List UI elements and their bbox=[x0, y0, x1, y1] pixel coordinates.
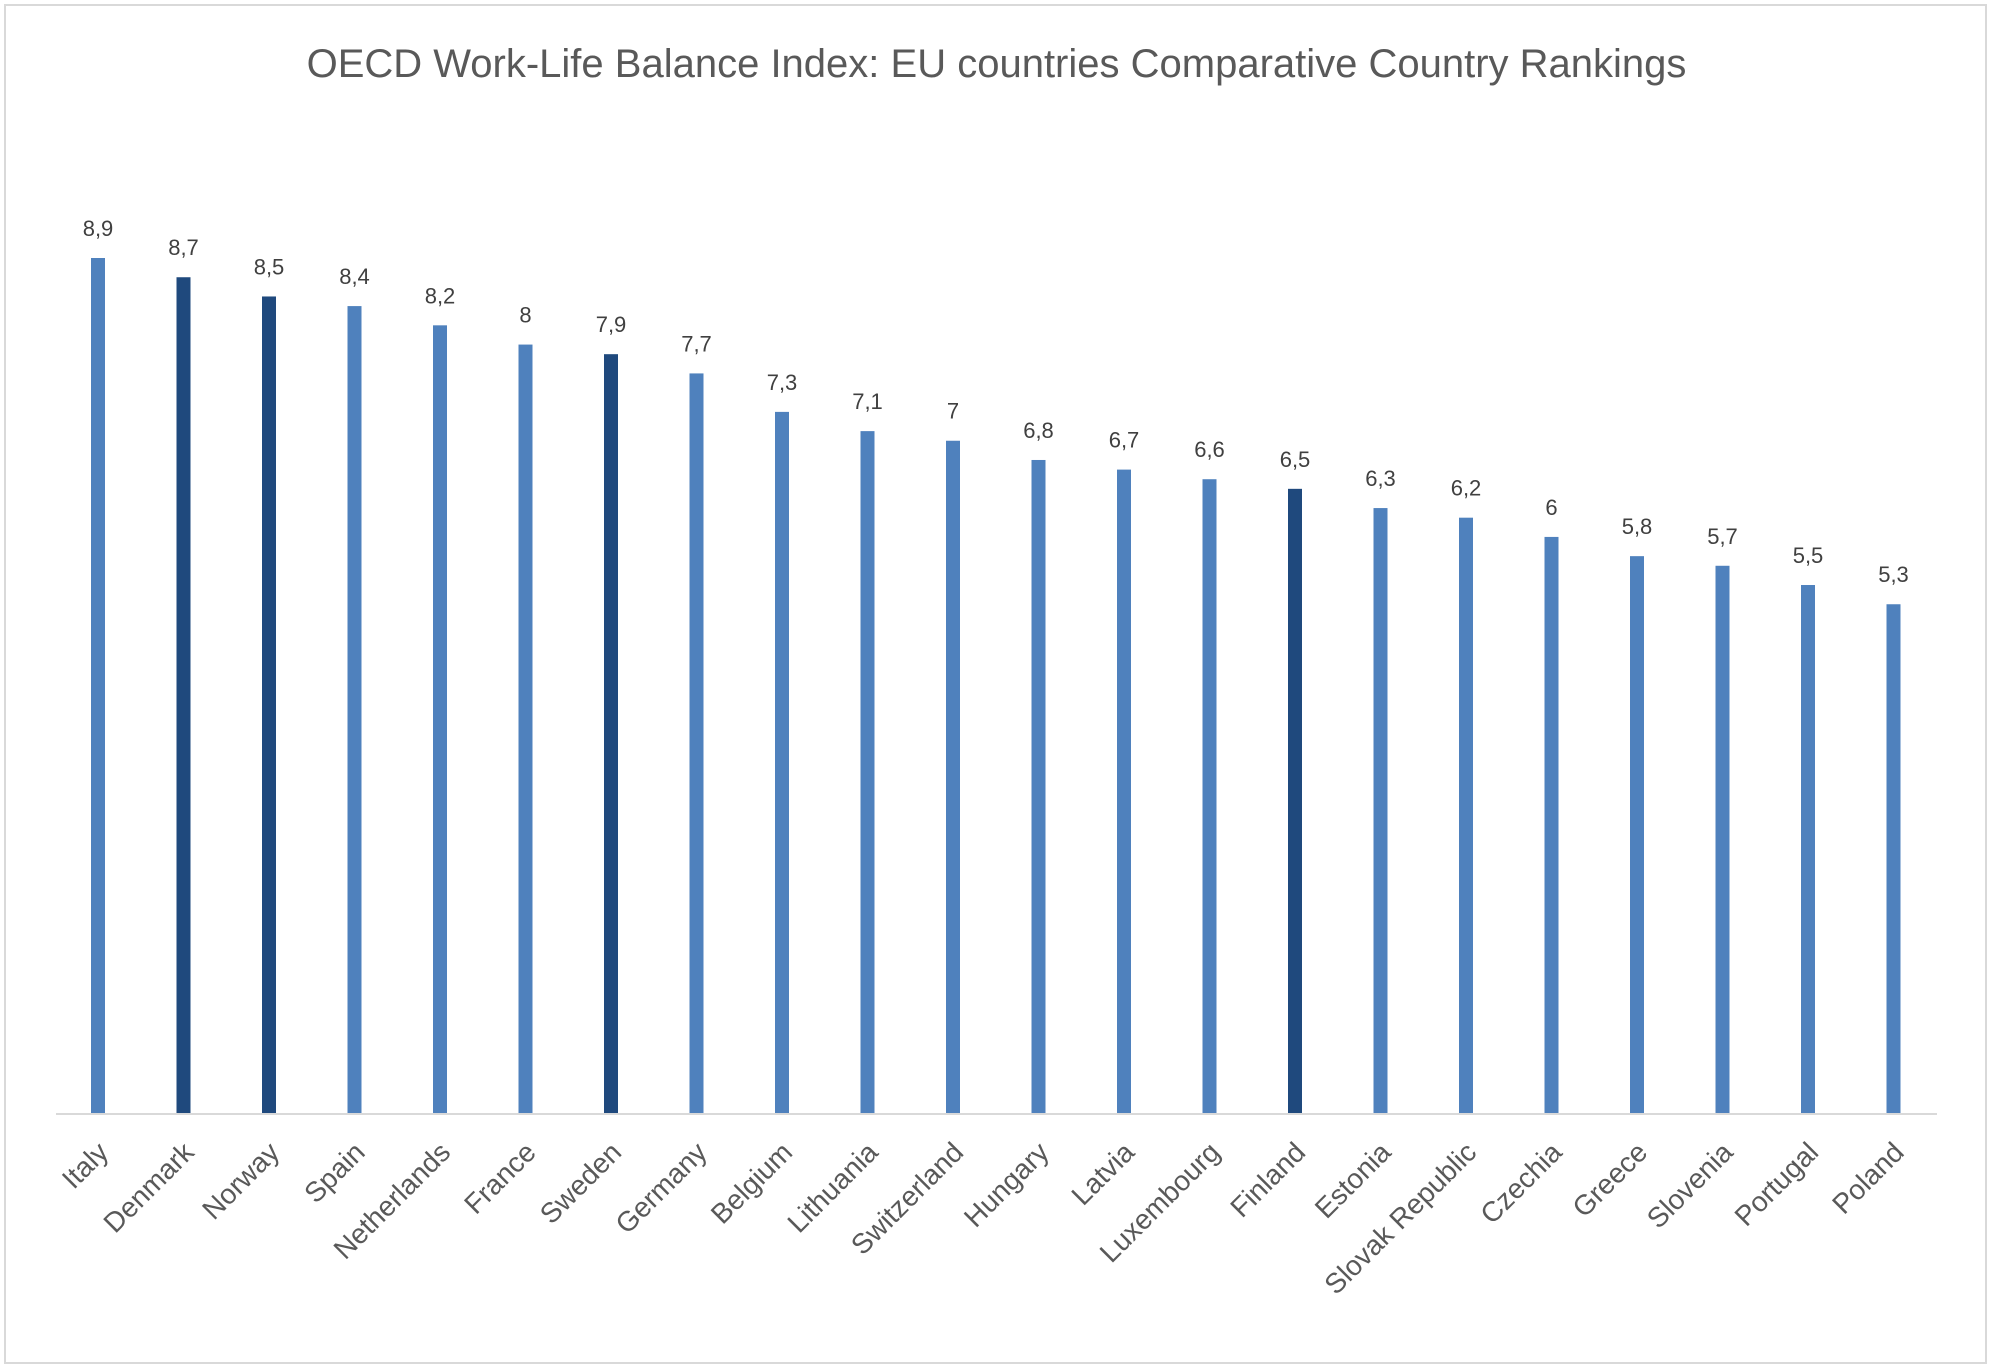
data-label-italy: 8,9 bbox=[83, 216, 114, 241]
bar-estonia bbox=[1373, 508, 1388, 1115]
data-label-sweden: 7,9 bbox=[596, 312, 627, 337]
data-label-portugal: 5,5 bbox=[1793, 543, 1824, 568]
bar-finland bbox=[1288, 488, 1302, 1115]
bar-italy bbox=[91, 258, 105, 1114]
data-label-spain: 8,4 bbox=[339, 264, 370, 289]
category-label-italy: Italy bbox=[56, 1136, 114, 1194]
data-label-norway: 8,5 bbox=[254, 254, 285, 279]
bar-slovenia bbox=[1715, 565, 1730, 1114]
bar-spain bbox=[347, 306, 362, 1115]
bar-czechia bbox=[1544, 536, 1559, 1114]
data-label-slovak-republic: 6,2 bbox=[1451, 476, 1482, 501]
bar-belgium bbox=[775, 411, 789, 1114]
bar-germany bbox=[689, 373, 704, 1114]
category-label-denmark: Denmark bbox=[97, 1136, 200, 1239]
data-label-estonia: 6,3 bbox=[1365, 466, 1396, 491]
data-label-switzerland: 7 bbox=[947, 399, 959, 424]
bar-france bbox=[518, 344, 533, 1115]
bar-switzerland bbox=[946, 440, 960, 1114]
category-label-slovak-republic: Slovak Republic bbox=[1318, 1136, 1482, 1300]
data-label-france: 8 bbox=[519, 303, 531, 328]
bar-latvia bbox=[1117, 469, 1131, 1114]
data-label-lithuania: 7,1 bbox=[852, 389, 883, 414]
category-label-finland: Finland bbox=[1224, 1136, 1311, 1223]
bar-hungary bbox=[1031, 459, 1046, 1114]
data-label-slovenia: 5,7 bbox=[1707, 524, 1738, 549]
category-label-greece: Greece bbox=[1566, 1136, 1653, 1223]
bar-lithuania bbox=[860, 431, 875, 1114]
bar-luxembourg bbox=[1202, 479, 1217, 1114]
category-label-slovenia: Slovenia bbox=[1641, 1136, 1739, 1234]
category-label-estonia: Estonia bbox=[1309, 1136, 1397, 1224]
bar-poland bbox=[1886, 604, 1901, 1114]
category-label-norway: Norway bbox=[196, 1136, 285, 1225]
category-label-france: France bbox=[458, 1136, 542, 1220]
data-label-hungary: 6,8 bbox=[1023, 418, 1054, 443]
data-label-germany: 7,7 bbox=[681, 331, 712, 356]
data-label-latvia: 6,7 bbox=[1109, 428, 1140, 453]
value-labels-group: 8,9 8,7 8,5 8,4 8,2 8 7,9 7,7 7,3 7,1 7 6,8 6,7 6,6 6,… bbox=[83, 216, 1909, 587]
bar-portugal bbox=[1801, 585, 1815, 1114]
data-label-belgium: 7,3 bbox=[767, 370, 798, 395]
category-label-germany: Germany bbox=[609, 1136, 712, 1239]
chart-title: OECD Work-Life Balance Index: EU countri… bbox=[306, 42, 1687, 86]
data-label-denmark: 8,7 bbox=[168, 235, 199, 260]
data-label-finland: 6,5 bbox=[1280, 447, 1311, 472]
bar-netherlands bbox=[433, 325, 447, 1115]
category-label-hungary: Hungary bbox=[958, 1136, 1055, 1233]
category-label-spain: Spain bbox=[298, 1136, 371, 1209]
data-label-greece: 5,8 bbox=[1622, 514, 1653, 539]
data-label-poland: 5,3 bbox=[1878, 562, 1909, 587]
category-label-czechia: Czechia bbox=[1474, 1136, 1568, 1230]
category-label-poland: Poland bbox=[1826, 1136, 1910, 1220]
bars-group bbox=[91, 258, 1901, 1115]
bar-denmark bbox=[176, 277, 191, 1114]
bar-greece bbox=[1630, 556, 1644, 1114]
data-label-luxembourg: 6,6 bbox=[1194, 437, 1225, 462]
data-label-czechia: 6 bbox=[1545, 495, 1557, 520]
bar-slovak-republic bbox=[1459, 517, 1473, 1114]
category-label-portugal: Portugal bbox=[1729, 1136, 1825, 1232]
bar-norway bbox=[262, 296, 276, 1114]
category-label-latvia: Latvia bbox=[1065, 1136, 1140, 1211]
data-label-netherlands: 8,2 bbox=[425, 283, 456, 308]
chart-frame bbox=[4, 4, 1987, 1364]
bar-sweden bbox=[604, 354, 618, 1114]
